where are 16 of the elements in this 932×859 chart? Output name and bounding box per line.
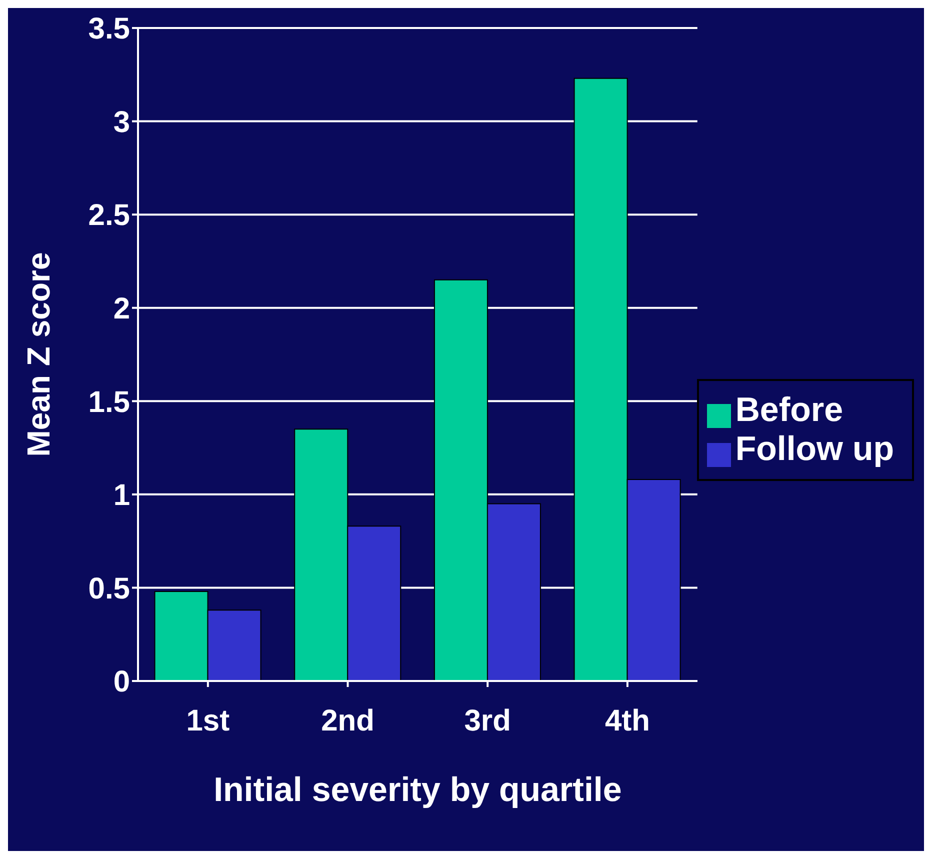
y-tick-label: 0.5 [88, 572, 130, 606]
legend-label: Follow up [735, 430, 894, 468]
x-tick-label: 2nd [321, 704, 374, 738]
y-tick-label: 0 [113, 666, 130, 699]
x-axis-title: Initial severity by quartile [214, 771, 622, 809]
y-tick-label: 1.5 [88, 386, 130, 419]
y-tick-label: 2 [113, 292, 130, 326]
x-tick-label: 4th [604, 704, 650, 738]
y-tick-label: 2.5 [88, 199, 130, 232]
y-tick-label: 3 [113, 106, 130, 139]
x-tick-label: 3rd [464, 704, 511, 738]
y-axis-title: Mean Z score [20, 252, 56, 457]
x-tick-label: 1st [186, 704, 230, 738]
y-tick-label: 3.5 [88, 12, 130, 46]
y-tick-label: 1 [113, 479, 130, 512]
legend-label: Before [735, 390, 844, 428]
